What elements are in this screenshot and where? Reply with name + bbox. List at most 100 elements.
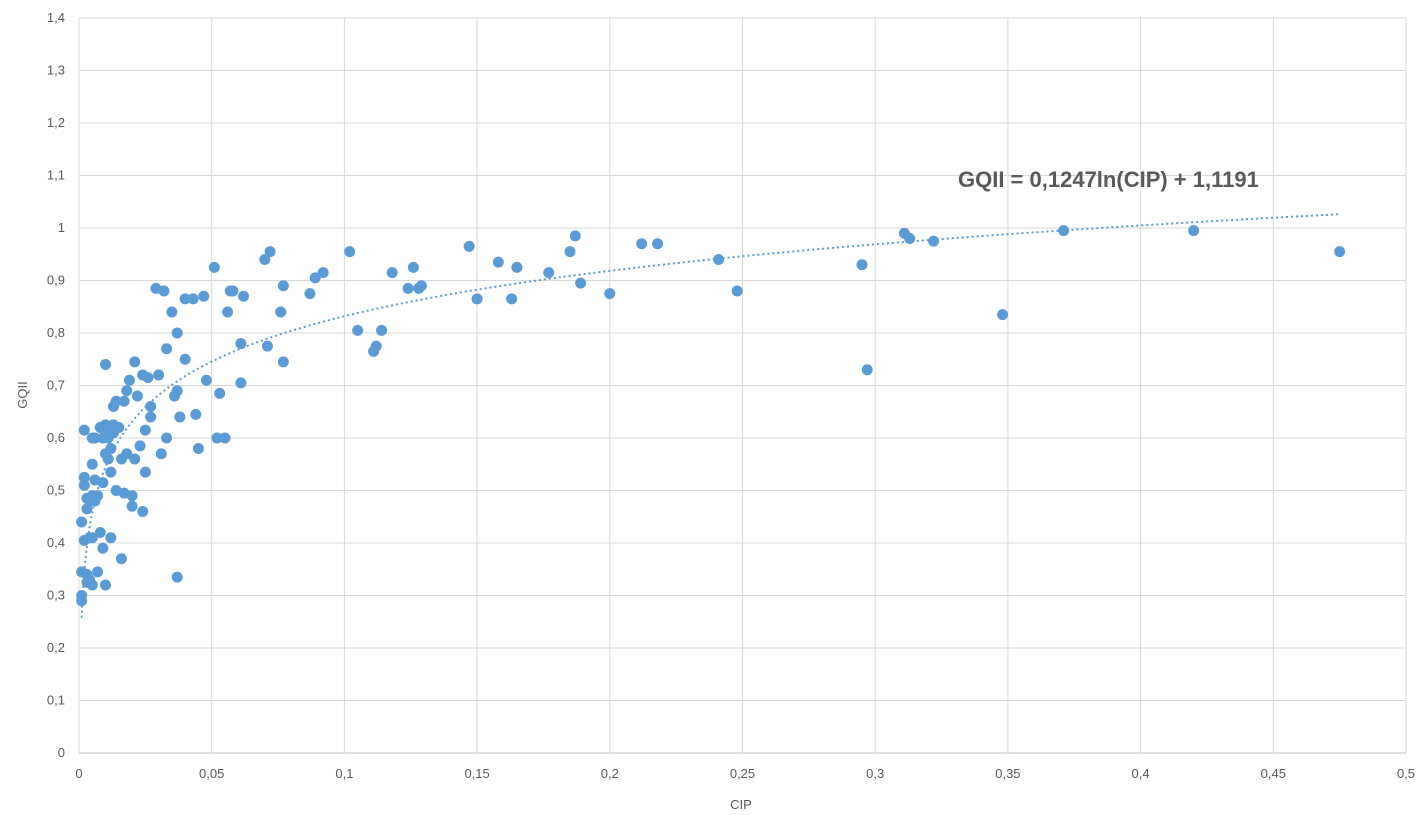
x-tick-label: 0,45: [1261, 766, 1286, 781]
y-tick-label: 0,7: [47, 378, 65, 393]
data-point: [352, 324, 364, 336]
data-point: [402, 282, 414, 294]
data-point: [121, 448, 133, 460]
x-tick-label: 0,25: [730, 766, 755, 781]
data-point: [118, 395, 130, 407]
y-tick-label: 0,1: [47, 693, 65, 708]
data-point: [145, 411, 157, 423]
data-point: [904, 233, 916, 244]
data-point: [317, 267, 329, 279]
data-point: [604, 288, 616, 300]
y-tick-label: 1: [58, 220, 65, 235]
data-point: [139, 424, 151, 436]
data-point: [208, 261, 220, 273]
data-point: [997, 309, 1009, 321]
x-axis-title: CIP: [730, 797, 752, 812]
data-point: [161, 432, 173, 444]
data-point: [407, 261, 419, 273]
data-point: [575, 277, 587, 289]
data-point: [652, 238, 664, 250]
data-point: [92, 566, 104, 578]
y-tick-label: 0,3: [47, 588, 65, 603]
data-point: [506, 293, 518, 305]
data-point: [145, 401, 157, 412]
data-point: [134, 440, 146, 452]
data-point: [238, 290, 250, 302]
data-point: [264, 246, 276, 258]
data-points: [76, 225, 1346, 607]
y-tick-label: 0,6: [47, 430, 65, 445]
y-tick-label: 0,5: [47, 483, 65, 498]
data-point: [179, 353, 191, 365]
data-point: [211, 432, 223, 444]
data-point: [214, 387, 226, 399]
x-gridlines: [211, 18, 1407, 753]
x-tick-label: 0,3: [866, 766, 884, 781]
data-point: [78, 479, 90, 491]
data-point: [139, 466, 151, 478]
data-point: [1188, 225, 1200, 237]
data-point: [200, 374, 212, 386]
data-point: [275, 306, 287, 318]
x-tick-label: 0,15: [464, 766, 489, 781]
data-point: [158, 285, 170, 297]
axes: [78, 18, 1406, 754]
data-point: [386, 267, 398, 279]
data-point: [304, 288, 316, 300]
data-point: [129, 453, 141, 465]
x-tick-label: 0,35: [995, 766, 1020, 781]
data-point: [190, 408, 202, 420]
data-point: [192, 443, 204, 454]
data-point: [543, 267, 555, 279]
data-point: [376, 324, 388, 336]
data-point: [1058, 225, 1070, 237]
x-tick-label: 0,05: [199, 766, 224, 781]
data-point: [564, 246, 576, 258]
trendline-equation: GQII = 0,1247ln(CIP) + 1,1191: [958, 167, 1259, 192]
data-point: [179, 293, 191, 305]
data-point: [89, 432, 101, 444]
data-point: [235, 377, 247, 389]
data-point: [129, 356, 141, 368]
data-point: [100, 579, 112, 591]
data-point: [100, 359, 112, 370]
data-point: [219, 432, 231, 444]
data-point: [115, 553, 127, 565]
data-point: [731, 285, 743, 297]
data-point: [277, 280, 289, 292]
data-point: [78, 471, 90, 483]
x-tick-label: 0,2: [601, 766, 619, 781]
data-point: [126, 500, 138, 512]
y-tick-label: 1,1: [47, 168, 65, 183]
data-point: [76, 516, 88, 528]
data-point: [131, 390, 143, 402]
data-point: [97, 477, 109, 489]
data-point: [928, 235, 940, 247]
data-point: [227, 285, 239, 297]
data-point: [105, 443, 117, 454]
data-point: [94, 527, 106, 538]
data-point: [861, 364, 873, 376]
data-point: [1334, 246, 1346, 258]
y-axis-title: GQII: [15, 381, 30, 408]
data-point: [121, 385, 133, 397]
data-point: [492, 256, 504, 268]
x-tick-label: 0,1: [335, 766, 353, 781]
data-point: [155, 448, 167, 460]
data-point: [856, 259, 868, 271]
data-point: [198, 290, 210, 302]
data-point: [569, 230, 581, 242]
y-tick-label: 0,2: [47, 640, 65, 655]
data-point: [277, 356, 289, 368]
data-point: [344, 246, 356, 258]
y-tick-labels: 0 0,1 0,2 0,3 0,4 0,5 0,6 0,7 0,8 0,9 1 1,1 1,2 1,3 1,…: [47, 10, 65, 760]
y-tick-label: 1,3: [47, 63, 65, 78]
data-point: [123, 374, 135, 386]
data-point: [161, 343, 173, 355]
x-tick-label: 0: [75, 766, 82, 781]
data-point: [86, 532, 98, 544]
data-point: [97, 542, 109, 554]
data-point: [235, 338, 247, 349]
data-point: [92, 490, 104, 502]
data-point: [511, 261, 523, 273]
